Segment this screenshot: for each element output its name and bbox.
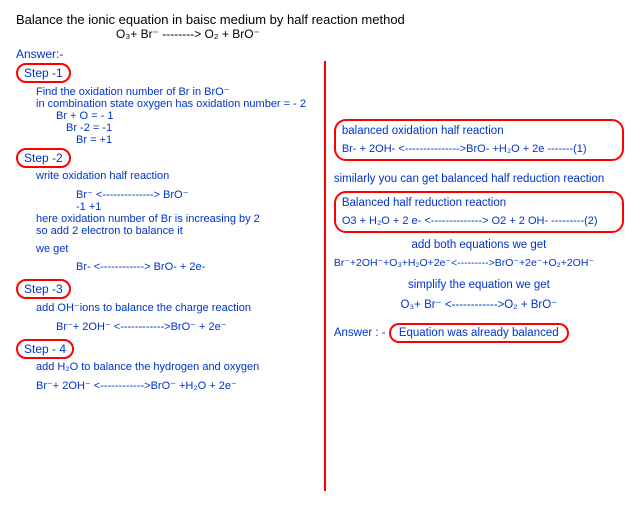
step1-calc2: Br -2 = -1 — [66, 122, 314, 134]
oxidation-title: balanced oxidation half reaction — [342, 125, 616, 137]
right-column: balanced oxidation half reaction Br- + 2… — [330, 61, 624, 491]
final-eq: O₃+ Br⁻ <------------>O₂ + BrO⁻ — [334, 297, 624, 311]
step2-line2: here oxidation number of Br is increasin… — [36, 213, 314, 225]
step3-label: Step -3 — [16, 279, 71, 299]
reduction-title: Balanced half reduction reaction — [342, 197, 616, 209]
step4-eq: Br⁻+ 2OH⁻ <------------>BrO⁻ +H₂O + 2e⁻ — [36, 379, 314, 392]
step2-line3: so add 2 electron to balance it — [36, 225, 314, 237]
oxidation-box: balanced oxidation half reaction Br- + 2… — [334, 119, 624, 161]
mid-text: similarly you can get balanced half redu… — [334, 173, 624, 185]
answer-prefix: Answer : - — [334, 327, 386, 339]
step2-eq1b: -1 +1 — [76, 201, 314, 213]
step2-label: Step -2 — [16, 148, 71, 168]
oxidation-eq: Br- + 2OH- <--------------->BrO- +H₂O + … — [342, 143, 616, 155]
main-equation: O₃+ Br⁻ --------> O₂ + BrO⁻ — [16, 27, 624, 41]
step3-eq: Br⁻+ 2OH⁻ <------------>BrO⁻ + 2e⁻ — [56, 320, 314, 333]
step4-label: Step - 4 — [16, 339, 74, 359]
two-column-layout: Step -1 Find the oxidation number of Br … — [16, 61, 624, 491]
answer-label: Answer:- — [16, 47, 624, 61]
simplify-text: simplify the equation we get — [334, 279, 624, 291]
step1-line1: Find the oxidation number of Br in BrO⁻ — [36, 85, 314, 98]
step1-line2: in combination state oxygen has oxidatio… — [36, 98, 314, 110]
combined-eq: Br⁻+2OH⁻+O₃+H₂O+2e⁻<--------->BrO⁻+2e⁻+O… — [334, 257, 624, 269]
final-answer-row: Answer : - Equation was already balanced — [334, 323, 624, 343]
step2-eq1: Br⁻ <--------------> BrO⁻ — [76, 188, 314, 201]
step1-label: Step -1 — [16, 63, 71, 83]
step1-calc3: Br = +1 — [76, 134, 314, 146]
step3-line1: add OH⁻ions to balance the charge reacti… — [36, 301, 314, 314]
add-text: add both equations we get — [334, 239, 624, 251]
step1-calc1: Br + O = - 1 — [56, 110, 314, 122]
reduction-box: Balanced half reduction reaction O3 + H₂… — [334, 191, 624, 233]
step2-eq2: Br- <------------> BrO- + 2e- — [76, 261, 314, 273]
step4-line1: add H₂O to balance the hydrogen and oxyg… — [36, 361, 314, 373]
page-title: Balance the ionic equation in baisc medi… — [16, 12, 624, 27]
column-separator — [324, 61, 326, 491]
step2-line1: write oxidation half reaction — [36, 170, 314, 182]
answer-box: Equation was already balanced — [389, 323, 569, 343]
step2-line4: we get — [36, 243, 314, 255]
reduction-eq: O3 + H₂O + 2 e- <--------------> O2 + 2 … — [342, 215, 616, 227]
left-column: Step -1 Find the oxidation number of Br … — [16, 61, 320, 491]
